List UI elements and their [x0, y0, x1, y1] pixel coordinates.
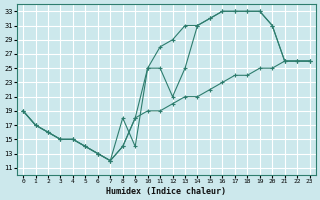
X-axis label: Humidex (Indice chaleur): Humidex (Indice chaleur) — [106, 187, 226, 196]
